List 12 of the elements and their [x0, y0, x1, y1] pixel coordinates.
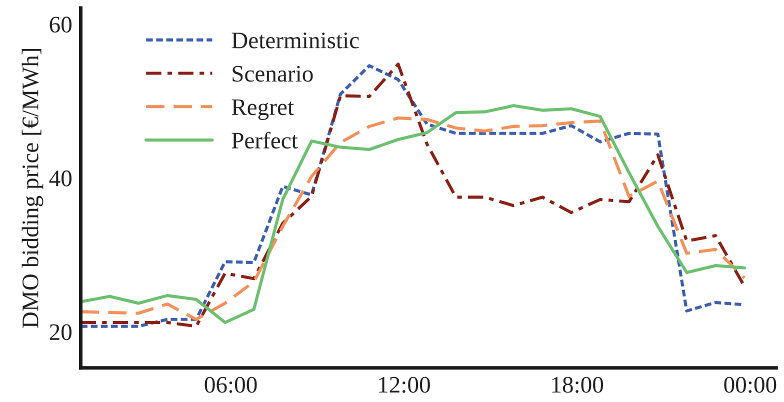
- x-tick-label: 18:00: [552, 376, 604, 393]
- legend-label: Perfect: [232, 132, 298, 149]
- y-tick-label: 40: [49, 170, 72, 186]
- x-tick-label: 00:00: [724, 376, 776, 393]
- y-tick-label: 60: [50, 16, 72, 33]
- y-axis-title: DMO bidding price [€/MWh]: [22, 49, 44, 328]
- x-tick-label: 06:00: [204, 376, 257, 393]
- y-tick-label: 20: [50, 324, 72, 340]
- x-tick-label: 12:00: [379, 376, 430, 393]
- legend-label: Scenario: [232, 66, 313, 82]
- legend-label: Deterministic: [232, 32, 359, 48]
- legend-label: Regret: [232, 99, 294, 120]
